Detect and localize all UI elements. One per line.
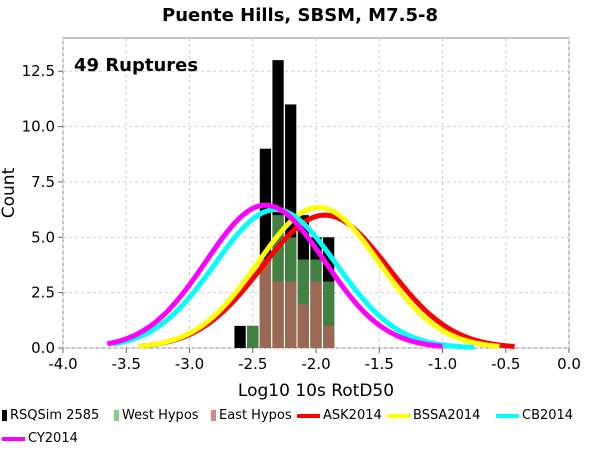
x-tick-label: 0.0	[557, 355, 581, 373]
legend-label: ASK2014	[323, 408, 382, 423]
x-tick-label: -1.0	[428, 355, 457, 373]
gmpe-curves	[106, 202, 515, 350]
legend-swatch	[114, 410, 119, 421]
legend-swatch	[387, 413, 410, 418]
rupture-count-annotation: 49 Ruptures	[74, 55, 198, 76]
bar-east-hypos	[272, 281, 284, 348]
legend-label: RSQSim 2585	[10, 408, 100, 423]
legend-item-bssa2014: BSSA2014	[387, 408, 480, 423]
legend-item-cy2014: CY2014	[2, 431, 78, 446]
legend-label: CB2014	[522, 408, 574, 423]
legend-swatch	[2, 410, 7, 421]
legend-item-cb2014: CB2014	[496, 408, 573, 423]
legend-label: East Hypos	[219, 408, 292, 423]
bar-east-hypos	[323, 325, 335, 348]
y-axis: 0.0 2.5 5.0 7.5 10.0 12.5	[22, 62, 63, 357]
bar-west-hypos	[247, 325, 259, 348]
bar-rsqsim-2585	[272, 60, 284, 349]
bar-east-hypos	[310, 281, 322, 348]
legend-label: West Hypos	[122, 408, 199, 423]
legend-swatch	[297, 413, 320, 418]
x-axis-label: Log10 10s RotD50	[238, 381, 394, 401]
y-tick-label: 12.5	[22, 62, 55, 80]
chart-title: Puente Hills, SBSM, M7.5-8	[162, 5, 438, 26]
legend-item-west-hypos: West Hypos	[114, 408, 199, 423]
legend-label: CY2014	[28, 431, 78, 446]
curve-cy2014	[106, 202, 443, 349]
legend-item-rsqsim-2585: RSQSim 2585	[2, 408, 99, 423]
legend-label: BSSA2014	[413, 408, 481, 423]
legend: RSQSim 2585 West Hypos East Hypos ASK2014 BS…	[0, 404, 600, 450]
x-tick-label: -2.0	[301, 355, 330, 373]
bar-west-hypos	[323, 281, 335, 348]
legend-swatch	[496, 413, 519, 418]
bar-east-hypos	[285, 281, 297, 348]
histogram-bars	[234, 60, 335, 349]
curve-cb2014	[113, 207, 475, 350]
bar-west-hypos	[272, 215, 284, 348]
x-tick-label: -1.5	[365, 355, 394, 373]
y-tick-label: 0.0	[31, 339, 55, 357]
x-axis: -4.0 -3.5 -3.0 -2.5 -2.0 -1.5 -1.0 -0.5 0.0	[48, 348, 581, 373]
bar-east-hypos	[259, 259, 272, 348]
legend-swatch	[2, 436, 25, 441]
x-tick-label: -3.5	[112, 355, 141, 373]
legend-item-east-hypos: East Hypos	[211, 408, 292, 423]
y-tick-label: 2.5	[31, 284, 55, 302]
curve-bssa2014	[138, 204, 500, 349]
y-tick-label: 10.0	[22, 118, 55, 136]
y-tick-label: 5.0	[31, 228, 55, 246]
x-tick-label: -0.5	[491, 355, 520, 373]
legend-item-ask2014: ASK2014	[297, 408, 382, 423]
y-tick-label: 7.5	[31, 173, 55, 191]
y-axis-label: Count	[0, 167, 19, 218]
legend-swatch	[211, 410, 216, 421]
x-tick-label: -3.0	[175, 355, 204, 373]
chart: Puente Hills, SBSM, M7.5-8 -4.0 -3.5 -3.0-…	[0, 5, 581, 401]
bar-rsqsim-2585	[234, 325, 246, 348]
bar-rsqsim-2585	[285, 104, 297, 348]
x-tick-label: -2.5	[238, 355, 267, 373]
bar-east-hypos	[297, 303, 309, 348]
x-tick-label: -4.0	[48, 355, 77, 373]
